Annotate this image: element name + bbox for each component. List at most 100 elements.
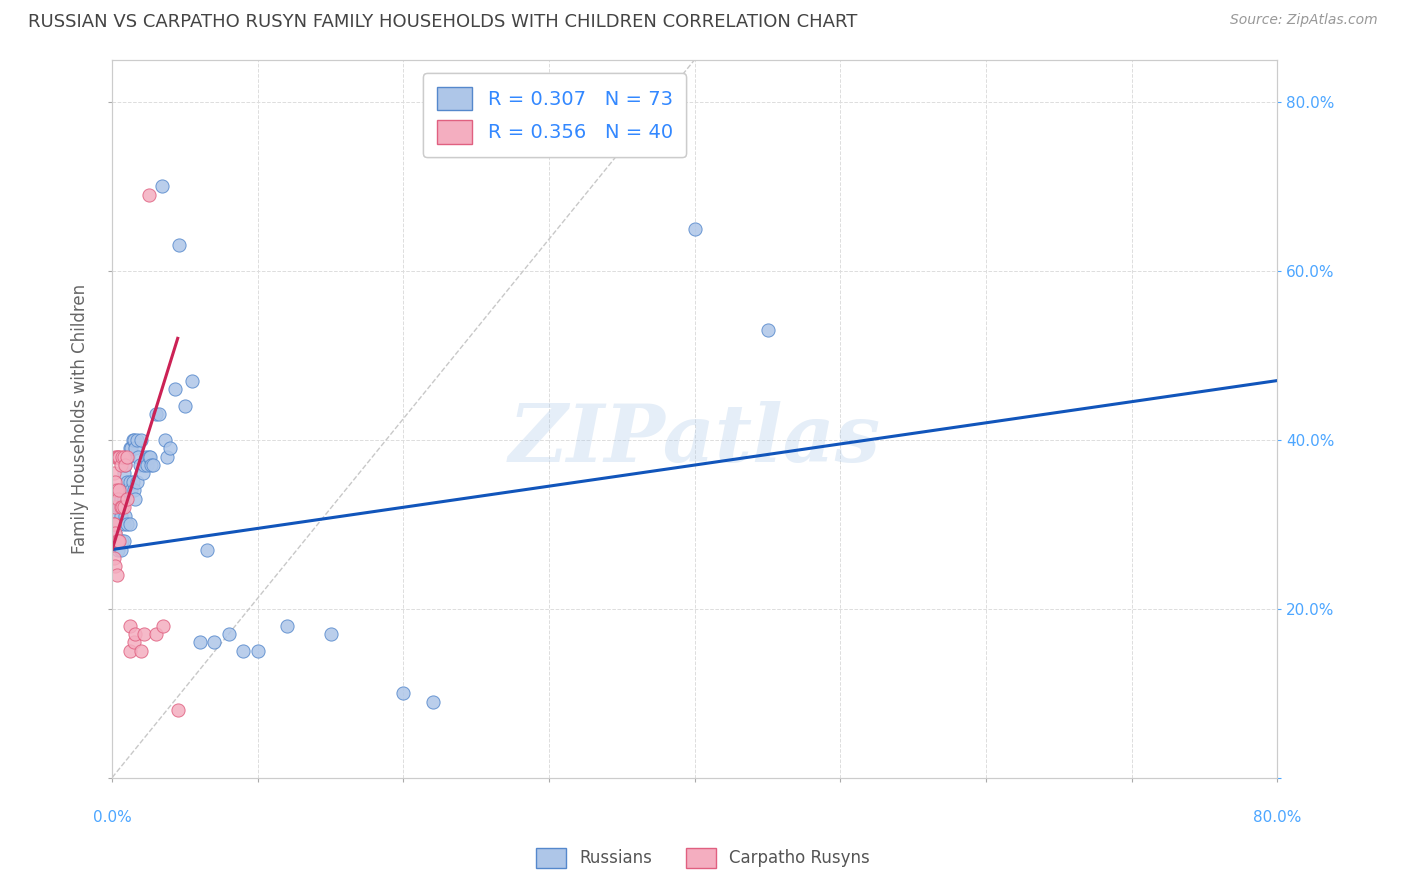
- Point: [174, 399, 197, 413]
- Point: [108, 534, 131, 549]
- Point: [181, 374, 204, 388]
- Point: [118, 618, 141, 632]
- Point: [145, 408, 167, 422]
- Point: [120, 483, 142, 498]
- Point: [108, 534, 131, 549]
- Y-axis label: Family Households with Children: Family Households with Children: [72, 284, 89, 554]
- Point: [114, 458, 136, 472]
- Point: [167, 238, 190, 252]
- Legend: Russians, Carpatho Rusyns: Russians, Carpatho Rusyns: [530, 841, 876, 875]
- Point: [111, 500, 134, 515]
- Point: [128, 458, 150, 472]
- Point: [105, 534, 128, 549]
- Point: [107, 450, 129, 464]
- Point: [132, 467, 155, 481]
- Point: [104, 500, 127, 515]
- Point: [103, 534, 125, 549]
- Point: [111, 483, 134, 498]
- Point: [108, 500, 131, 515]
- Point: [153, 433, 176, 447]
- Point: [117, 450, 139, 464]
- Point: [115, 450, 138, 464]
- Point: [107, 542, 129, 557]
- Point: [152, 618, 174, 632]
- Point: [134, 627, 156, 641]
- Point: [110, 500, 132, 515]
- Point: [683, 221, 706, 235]
- Point: [115, 517, 138, 532]
- Text: Source: ZipAtlas.com: Source: ZipAtlas.com: [1230, 13, 1378, 28]
- Point: [148, 408, 170, 422]
- Point: [118, 475, 141, 489]
- Point: [756, 323, 779, 337]
- Text: RUSSIAN VS CARPATHO RUSYN FAMILY HOUSEHOLDS WITH CHILDREN CORRELATION CHART: RUSSIAN VS CARPATHO RUSYN FAMILY HOUSEHO…: [28, 13, 858, 31]
- Point: [104, 525, 127, 540]
- Point: [134, 458, 156, 472]
- Point: [188, 635, 211, 649]
- Point: [124, 491, 146, 506]
- Point: [120, 441, 142, 455]
- Point: [114, 483, 136, 498]
- Point: [115, 491, 138, 506]
- Point: [150, 179, 173, 194]
- Point: [232, 644, 254, 658]
- Text: 0.0%: 0.0%: [93, 810, 132, 825]
- Point: [125, 475, 148, 489]
- Point: [108, 483, 131, 498]
- Point: [145, 627, 167, 641]
- Point: [104, 559, 127, 574]
- Point: [138, 187, 160, 202]
- Point: [107, 491, 129, 506]
- Point: [122, 635, 145, 649]
- Legend: R = 0.307   N = 73, R = 0.356   N = 40: R = 0.307 N = 73, R = 0.356 N = 40: [423, 73, 686, 157]
- Point: [392, 686, 415, 700]
- Point: [108, 450, 131, 464]
- Point: [112, 500, 135, 515]
- Point: [136, 458, 159, 472]
- Point: [124, 627, 146, 641]
- Point: [103, 517, 125, 532]
- Point: [156, 450, 179, 464]
- Point: [112, 450, 135, 464]
- Point: [163, 382, 186, 396]
- Point: [105, 483, 128, 498]
- Point: [105, 567, 128, 582]
- Point: [104, 450, 127, 464]
- Point: [108, 517, 131, 532]
- Point: [127, 450, 149, 464]
- Point: [422, 694, 444, 708]
- Point: [103, 551, 125, 566]
- Point: [107, 517, 129, 532]
- Point: [117, 483, 139, 498]
- Point: [115, 450, 138, 464]
- Point: [103, 517, 125, 532]
- Point: [103, 467, 125, 481]
- Point: [104, 475, 127, 489]
- Point: [195, 542, 218, 557]
- Point: [103, 483, 125, 498]
- Point: [110, 508, 132, 523]
- Point: [141, 458, 163, 472]
- Point: [129, 433, 152, 447]
- Point: [166, 703, 188, 717]
- Point: [110, 542, 132, 557]
- Point: [138, 450, 160, 464]
- Point: [114, 458, 136, 472]
- Point: [110, 458, 132, 472]
- Point: [112, 517, 135, 532]
- Point: [111, 534, 134, 549]
- Point: [112, 534, 135, 549]
- Point: [118, 517, 141, 532]
- Point: [121, 433, 143, 447]
- Point: [104, 525, 127, 540]
- Point: [105, 450, 128, 464]
- Point: [111, 450, 134, 464]
- Point: [142, 458, 165, 472]
- Point: [319, 627, 342, 641]
- Point: [122, 433, 145, 447]
- Point: [118, 441, 141, 455]
- Point: [159, 441, 181, 455]
- Point: [118, 644, 141, 658]
- Point: [105, 517, 128, 532]
- Point: [111, 500, 134, 515]
